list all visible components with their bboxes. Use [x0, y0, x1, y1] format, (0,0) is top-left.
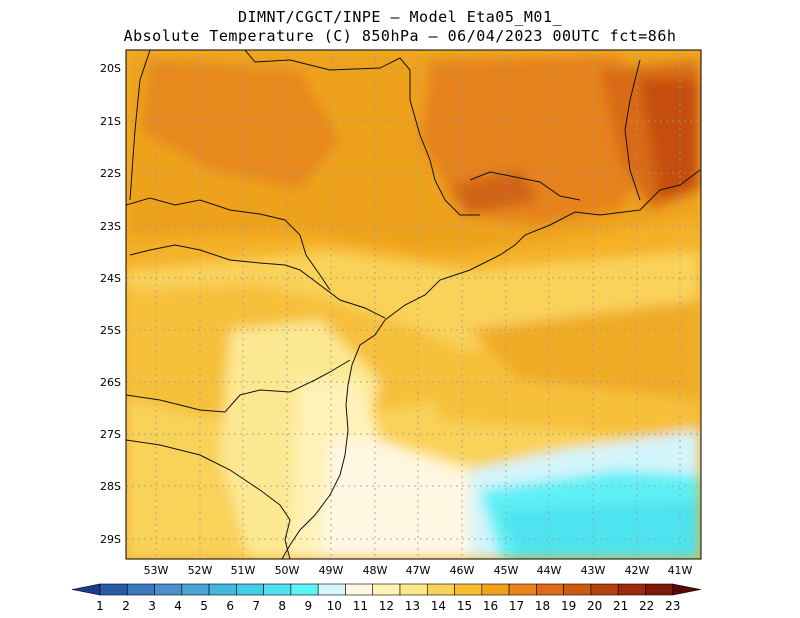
- lat-label: 20S: [100, 62, 121, 75]
- lon-label: 42W: [625, 564, 650, 577]
- colorbar-swatch: [399, 583, 428, 596]
- colorbar-swatch: [181, 583, 210, 596]
- colorbar-swatch: [645, 583, 674, 596]
- lat-label: 29S: [100, 533, 121, 546]
- lat-label: 22S: [100, 167, 121, 180]
- colorbar: 1 2 3 4 5 6 7 8 9 10 11 12 13 14 15 16 17 18 19 20 21 22 23: [71, 583, 701, 613]
- colorbar-label: 13: [405, 599, 420, 613]
- lon-label: 50W: [275, 564, 300, 577]
- colorbar-label: 9: [304, 599, 312, 613]
- map-frame: [125, 49, 702, 560]
- colorbar-label: 10: [327, 599, 342, 613]
- colorbar-swatch: [236, 583, 264, 596]
- colorbar-swatch: [590, 583, 619, 596]
- colorbar-label: 19: [561, 599, 576, 613]
- colorbar-label: 4: [174, 599, 182, 613]
- colorbar-swatch: [290, 583, 319, 596]
- lon-label: 43W: [581, 564, 606, 577]
- map-title-line-2: Absolute Temperature (C) 850hPa – 06/04/…: [123, 27, 677, 45]
- lon-label: 45W: [494, 564, 519, 577]
- colorbar-swatch: [208, 583, 237, 596]
- lon-label: 52W: [188, 564, 213, 577]
- colorbar-swatch: [154, 583, 183, 596]
- colorbar-label: 8: [278, 599, 286, 613]
- temperature-field: [126, 50, 701, 559]
- colorbar-label: 6: [226, 599, 234, 613]
- colorbar-swatch: [563, 583, 592, 596]
- lon-label: 53W: [144, 564, 169, 577]
- lat-label: 27S: [100, 428, 121, 441]
- lon-label: 41W: [668, 564, 693, 577]
- lat-label: 23S: [100, 220, 121, 233]
- colorbar-swatch: [345, 583, 374, 596]
- longitude-labels: 53W 52W 51W 50W 49W 48W 47W 46W 45W 44W …: [144, 564, 693, 577]
- colorbar-swatch: [536, 583, 564, 596]
- colorbar-label: 12: [379, 599, 394, 613]
- lon-label: 47W: [406, 564, 431, 577]
- colorbar-min-arrow: [71, 583, 101, 596]
- colorbar-swatch: [99, 583, 128, 596]
- lat-label: 21S: [100, 115, 121, 128]
- colorbar-swatch: [617, 583, 646, 596]
- graticule: [126, 50, 701, 559]
- lat-label: 25S: [100, 324, 121, 337]
- colorbar-label: 22: [639, 599, 654, 613]
- colorbar-swatch: [426, 583, 455, 596]
- colorbar-swatch: [481, 583, 510, 596]
- lat-label: 24S: [100, 272, 121, 285]
- colorbar-max-arrow: [672, 583, 701, 596]
- latitude-labels: 20S 21S 22S 23S 24S 25S 26S 27S 28S 29S: [100, 62, 121, 546]
- colorbar-label: 23: [665, 599, 680, 613]
- colorbar-label: 3: [148, 599, 156, 613]
- colorbar-label: 14: [431, 599, 446, 613]
- lon-label: 51W: [231, 564, 256, 577]
- map-title-line-1: DIMNT/CGCT/INPE – Model Eta05_M01_: [237, 8, 563, 26]
- colorbar-label: 18: [535, 599, 550, 613]
- colorbar-label: 2: [122, 599, 130, 613]
- colorbar-label: 21: [613, 599, 628, 613]
- colorbar-label: 17: [509, 599, 524, 613]
- colorbar-swatch: [263, 583, 292, 596]
- colorbar-label: 16: [483, 599, 498, 613]
- colorbar-label: 11: [353, 599, 368, 613]
- colorbar-swatch: [317, 583, 346, 596]
- lon-label: 46W: [450, 564, 475, 577]
- colorbar-swatch: [372, 583, 401, 596]
- colorbar-swatch: [508, 583, 537, 596]
- lat-label: 28S: [100, 480, 121, 493]
- colorbar-label: 15: [457, 599, 472, 613]
- colorbar-label: 5: [200, 599, 208, 613]
- colorbar-label: 7: [252, 599, 260, 613]
- lon-label: 48W: [363, 564, 388, 577]
- lon-label: 44W: [537, 564, 562, 577]
- lon-label: 49W: [319, 564, 344, 577]
- lat-label: 26S: [100, 376, 121, 389]
- colorbar-swatch: [454, 583, 483, 596]
- colorbar-label: 20: [587, 599, 602, 613]
- colorbar-label: 1: [96, 599, 104, 613]
- colorbar-swatch: [126, 583, 155, 596]
- coastline-and-borders: [126, 50, 701, 559]
